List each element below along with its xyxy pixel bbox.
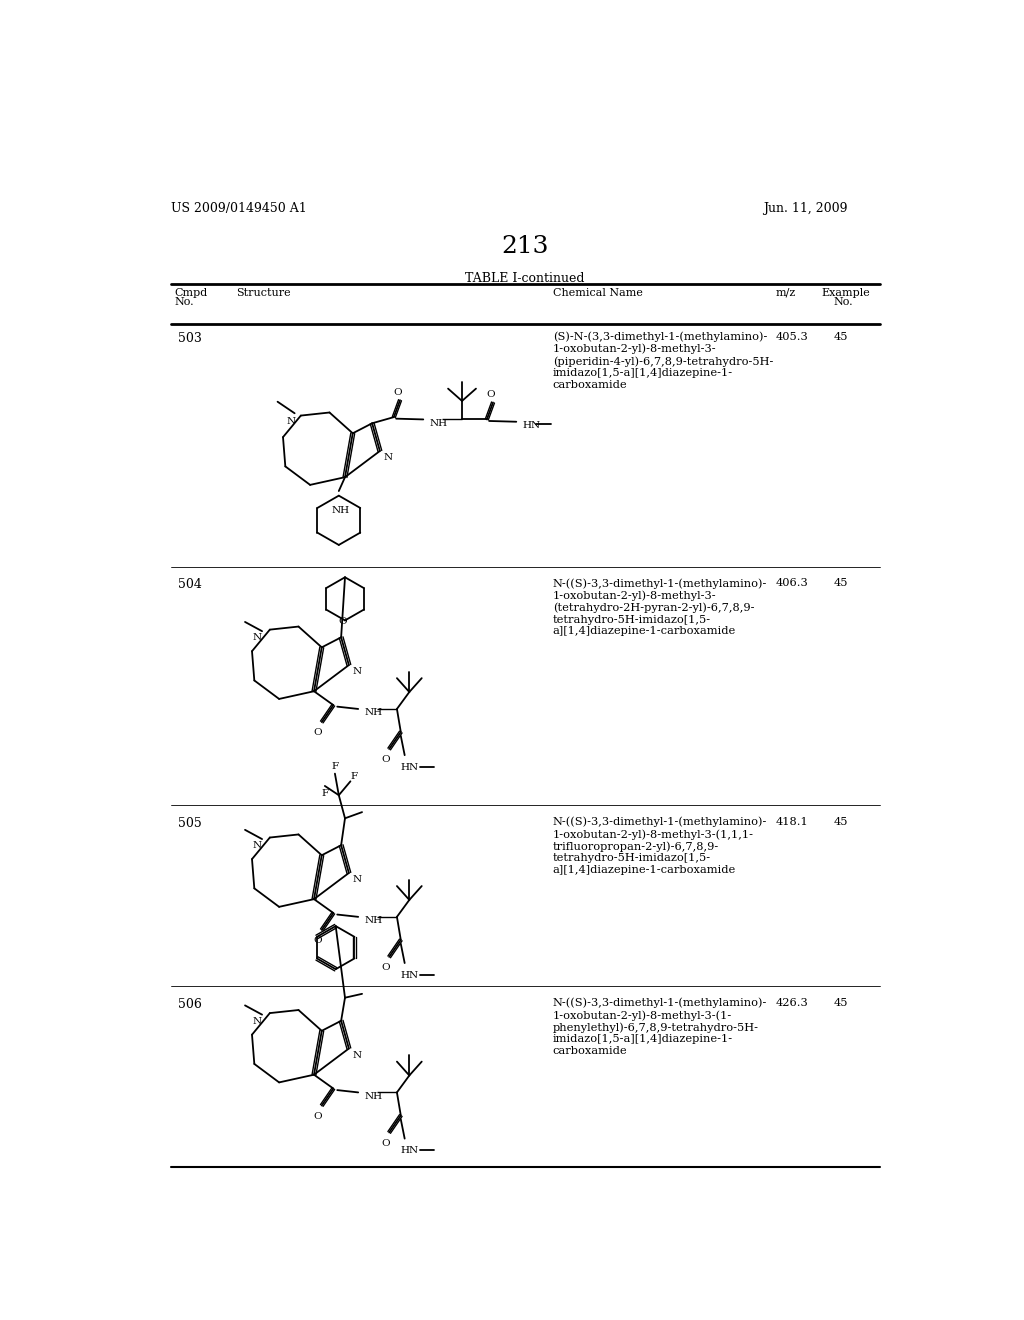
- Text: N-((S)-3,3-dimethyl-1-(methylamino)-
1-oxobutan-2-yl)-8-methyl-3-(1,1,1-
trifluo: N-((S)-3,3-dimethyl-1-(methylamino)- 1-o…: [553, 817, 767, 875]
- Text: 426.3: 426.3: [775, 998, 808, 1007]
- Text: 406.3: 406.3: [775, 578, 808, 587]
- Text: 45: 45: [834, 817, 848, 826]
- Text: 505: 505: [178, 817, 202, 830]
- Text: O: O: [381, 964, 389, 972]
- Text: 45: 45: [834, 331, 848, 342]
- Text: F: F: [322, 789, 329, 799]
- Text: 418.1: 418.1: [775, 817, 808, 826]
- Text: TABLE I-continued: TABLE I-continued: [465, 272, 585, 285]
- Text: US 2009/0149450 A1: US 2009/0149450 A1: [171, 202, 306, 215]
- Text: N: N: [253, 1016, 262, 1026]
- Text: N-((S)-3,3-dimethyl-1-(methylamino)-
1-oxobutan-2-yl)-8-methyl-3-
(tetrahydro-2H: N-((S)-3,3-dimethyl-1-(methylamino)- 1-o…: [553, 578, 767, 636]
- Text: N: N: [352, 875, 361, 884]
- Text: N: N: [253, 634, 262, 643]
- Text: O: O: [381, 1139, 389, 1147]
- Text: 405.3: 405.3: [775, 331, 808, 342]
- Text: F: F: [350, 772, 357, 781]
- Text: NH: NH: [332, 507, 350, 515]
- Text: O: O: [381, 755, 389, 764]
- Text: NH: NH: [365, 1092, 383, 1101]
- Text: Cmpd: Cmpd: [174, 288, 208, 298]
- Text: O: O: [313, 936, 323, 945]
- Text: HN: HN: [400, 763, 419, 772]
- Text: (S)-N-(3,3-dimethyl-1-(methylamino)-
1-oxobutan-2-yl)-8-methyl-3-
(piperidin-4-y: (S)-N-(3,3-dimethyl-1-(methylamino)- 1-o…: [553, 331, 773, 389]
- Text: No.: No.: [174, 297, 195, 308]
- Text: O: O: [486, 391, 495, 400]
- Text: N: N: [352, 1051, 361, 1060]
- Text: O: O: [313, 729, 323, 737]
- Text: N: N: [384, 453, 393, 462]
- Text: O: O: [393, 388, 402, 397]
- Text: HN: HN: [400, 1146, 419, 1155]
- Text: Example: Example: [821, 288, 870, 298]
- Text: N-((S)-3,3-dimethyl-1-(methylamino)-
1-oxobutan-2-yl)-8-methyl-3-(1-
phenylethyl: N-((S)-3,3-dimethyl-1-(methylamino)- 1-o…: [553, 998, 767, 1056]
- Text: N: N: [287, 417, 296, 426]
- Text: 45: 45: [834, 998, 848, 1007]
- Text: O: O: [339, 616, 347, 626]
- Text: HN: HN: [400, 970, 419, 979]
- Text: 503: 503: [178, 331, 202, 345]
- Text: O: O: [313, 1111, 323, 1121]
- Text: N: N: [253, 841, 262, 850]
- Text: Chemical Name: Chemical Name: [553, 288, 643, 298]
- Text: NH: NH: [429, 418, 447, 428]
- Text: NH: NH: [365, 916, 383, 925]
- Text: 213: 213: [501, 235, 549, 259]
- Text: 45: 45: [834, 578, 848, 587]
- Text: Jun. 11, 2009: Jun. 11, 2009: [764, 202, 848, 215]
- Text: m/z: m/z: [775, 288, 796, 298]
- Text: HN: HN: [522, 421, 541, 430]
- Text: 506: 506: [178, 998, 202, 1011]
- Text: NH: NH: [365, 708, 383, 717]
- Text: 504: 504: [178, 578, 202, 591]
- Text: Structure: Structure: [237, 288, 291, 298]
- Text: F: F: [331, 762, 338, 771]
- Text: N: N: [352, 668, 361, 676]
- Text: No.: No.: [834, 297, 853, 308]
